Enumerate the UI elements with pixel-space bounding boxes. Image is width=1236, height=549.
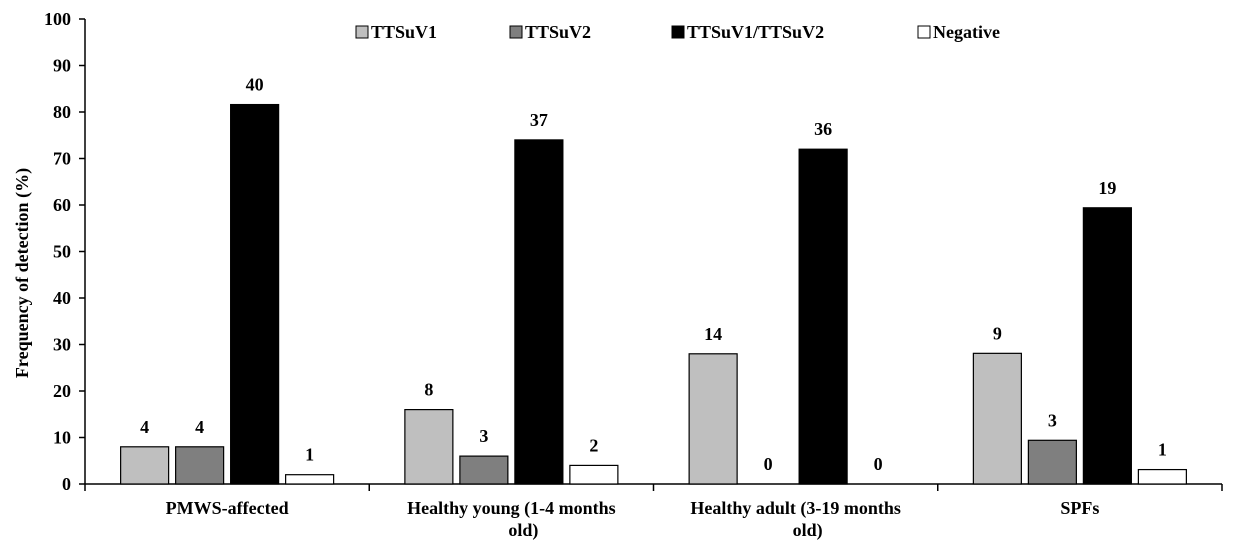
- x-category-label: PMWS-affected: [166, 498, 289, 518]
- legend: TTSuV1 TTSuV2 TTSuV1/TTSuV2 Negative: [355, 22, 1000, 42]
- data-label: 3: [479, 426, 488, 446]
- x-axis: PMWS-affected Healthy young (1-4 months ol…: [84, 483, 1223, 541]
- data-label: 3: [1048, 410, 1057, 430]
- legend-label: TTSuV2: [525, 22, 591, 42]
- y-tick-label: 70: [53, 149, 71, 169]
- data-label: 14: [704, 324, 722, 344]
- legend-label: Negative: [933, 22, 1000, 42]
- legend-swatch: [509, 25, 523, 39]
- bar-negative: [285, 474, 335, 485]
- legend-swatch: [671, 25, 685, 39]
- y-axis: 0 10 20 30 40 50 60 70 80 90 100: [44, 9, 86, 494]
- data-label: 8: [424, 380, 433, 400]
- data-label: 19: [1098, 178, 1116, 198]
- bar-ttsuv2: [459, 455, 509, 485]
- y-tick-label: 30: [53, 335, 71, 355]
- y-tick-label: 10: [53, 428, 71, 448]
- bar-ttsuv1: [120, 446, 170, 485]
- bars: [120, 103, 1187, 485]
- data-label: 1: [305, 445, 314, 465]
- y-tick-label: 0: [62, 474, 71, 494]
- y-tick-label: 100: [44, 9, 71, 29]
- y-tick-label: 80: [53, 102, 71, 122]
- bar-negative: [1137, 468, 1187, 485]
- data-label: 2: [589, 435, 598, 455]
- bar-ttsuv2: [175, 446, 225, 485]
- data-label: 1: [1158, 440, 1167, 460]
- bar-ttsuv1-ttsuv2: [514, 139, 564, 485]
- y-tick-label: 50: [53, 242, 71, 262]
- legend-label: TTSuV1: [371, 22, 437, 42]
- x-category-label: Healthy young (1-4 months old): [407, 498, 616, 541]
- data-label: 4: [195, 417, 204, 437]
- data-label: 4: [140, 417, 149, 437]
- x-category-label: Healthy adult (3-19 months old): [690, 498, 901, 541]
- x-category-label: SPFs: [1060, 498, 1099, 518]
- y-tick-label: 20: [53, 381, 71, 401]
- legend-swatch: [917, 25, 931, 39]
- data-label: 36: [814, 119, 832, 139]
- bar-ttsuv1: [404, 409, 454, 485]
- bar-ttsuv1: [688, 353, 738, 485]
- bar-negative: [569, 464, 619, 485]
- bar-ttsuv1-ttsuv2: [798, 148, 848, 485]
- legend-swatch: [355, 25, 369, 39]
- data-labels: 4 4 40 1 8 3 37 2 14 0 36 0 9 3 19 1: [140, 75, 1167, 474]
- y-tick-label: 90: [53, 56, 71, 76]
- data-label: 0: [874, 454, 883, 474]
- data-label: 37: [530, 110, 548, 130]
- bar-ttsuv2: [1027, 439, 1077, 485]
- bar-ttsuv1-ttsuv2: [1082, 207, 1132, 485]
- y-tick-label: 60: [53, 195, 71, 215]
- legend-label: TTSuV1/TTSuV2: [687, 22, 824, 42]
- bar-ttsuv1: [972, 352, 1022, 485]
- y-axis-title: Frequency of detection (%): [12, 168, 33, 378]
- data-label: 40: [246, 75, 264, 95]
- bar-ttsuv1-ttsuv2: [230, 103, 280, 485]
- y-tick-label: 40: [53, 288, 71, 308]
- data-label: 9: [993, 323, 1002, 343]
- data-label: 0: [764, 454, 773, 474]
